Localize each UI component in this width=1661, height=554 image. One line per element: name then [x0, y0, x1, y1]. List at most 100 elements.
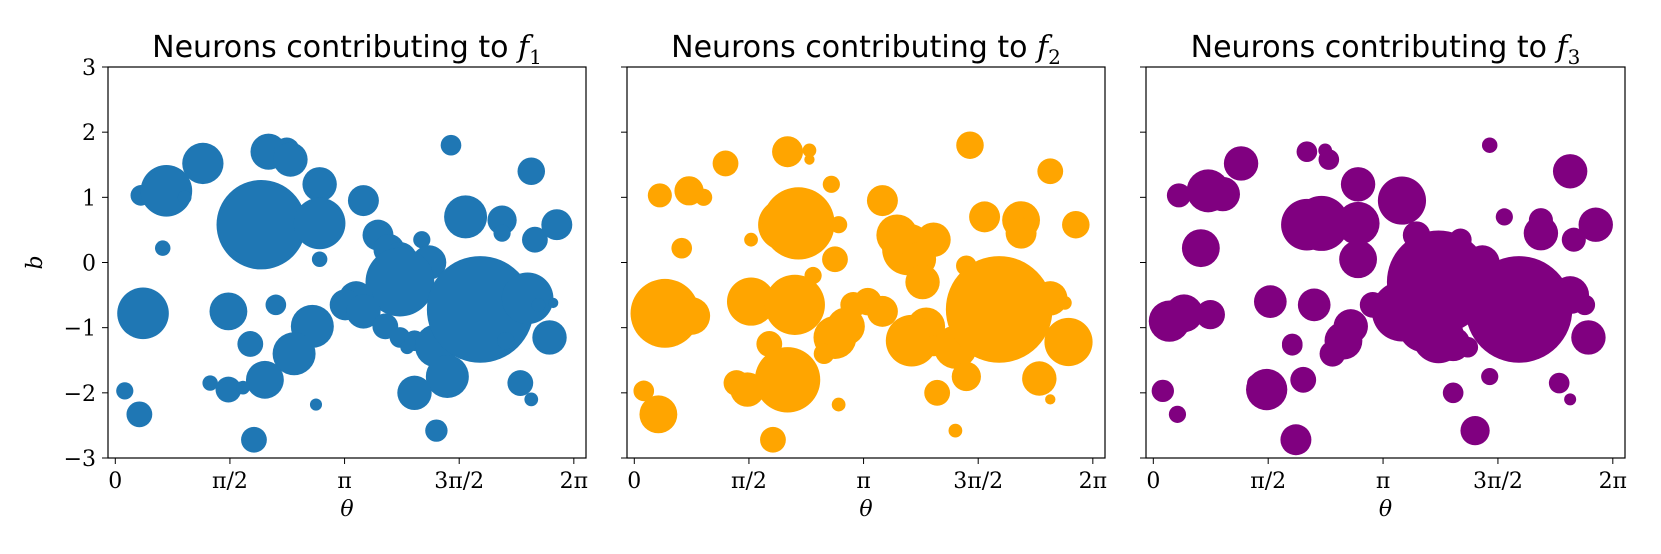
- scatter-point: [293, 197, 346, 250]
- scatter-point: [154, 240, 171, 256]
- scatter-point: [672, 297, 711, 335]
- scatter-point: [1293, 195, 1350, 251]
- x-tick-label: π/2: [212, 469, 248, 494]
- scatter-point: [1290, 366, 1317, 393]
- scatter-point: [639, 395, 678, 434]
- x-tick-label: 3π/2: [434, 469, 484, 494]
- scatter-point: [762, 187, 835, 260]
- x-tick-label: 3π/2: [1473, 469, 1523, 494]
- scatter-point: [1578, 207, 1613, 242]
- scatter-point: [182, 142, 224, 185]
- scatter-point: [1005, 217, 1037, 249]
- scatter-point: [1318, 149, 1340, 170]
- y-tick-label: 3: [82, 56, 96, 81]
- scatter-point: [1166, 183, 1191, 208]
- plot-frame: [626, 66, 1106, 459]
- scatter-point: [444, 195, 488, 239]
- scatter-point: [265, 294, 287, 316]
- scatter-point: [497, 332, 515, 350]
- chart-title: Neurons contributing to f2: [671, 30, 1061, 69]
- x-axis-label: θ: [1379, 497, 1392, 522]
- scatter-point: [822, 246, 848, 273]
- scatter-point: [1281, 334, 1303, 356]
- x-tick-label: 2π: [1599, 469, 1627, 494]
- scatter-point: [804, 266, 822, 285]
- scatter-point: [309, 398, 323, 411]
- scatter-point: [1280, 424, 1312, 456]
- x-tick-label: π/2: [1250, 469, 1286, 494]
- scatter-point: [126, 401, 153, 428]
- scatter-point: [311, 251, 328, 267]
- scatter-point: [1548, 372, 1570, 394]
- scatter-point: [1044, 317, 1093, 367]
- x-tick-label: 0: [1146, 469, 1160, 494]
- scatter-point: [1523, 215, 1559, 251]
- x-tick-label: 0: [627, 469, 641, 494]
- scatter-point: [237, 331, 264, 357]
- chart-title: Neurons contributing to f1: [152, 30, 542, 69]
- x-tick-label: π: [337, 469, 351, 494]
- scatter-point: [397, 375, 432, 411]
- scatter-point: [866, 295, 898, 327]
- scatter-point: [517, 157, 546, 186]
- scatter-point: [1022, 361, 1057, 396]
- x-tick-label: π/2: [731, 469, 767, 494]
- scatter-point: [1564, 393, 1577, 406]
- scatter-points: [1148, 137, 1613, 456]
- scatter-point: [531, 297, 546, 312]
- scatter-point: [1033, 281, 1068, 316]
- scatter-point: [671, 237, 693, 259]
- scatter-point: [507, 370, 534, 396]
- x-tick-label: 3π/2: [953, 469, 1003, 494]
- scatter-point: [202, 375, 218, 391]
- scatter-point: [905, 264, 940, 300]
- x-tick-label: 0: [108, 469, 122, 494]
- scatter-point: [1465, 256, 1573, 363]
- scatter-point: [802, 143, 817, 158]
- scatter-point: [524, 392, 539, 407]
- scatter-point: [1340, 167, 1376, 202]
- scatter-point: [730, 372, 765, 407]
- scatter-point: [969, 201, 1001, 233]
- scatter-point: [245, 360, 284, 399]
- scatter-point: [413, 231, 431, 249]
- scatter-point: [647, 183, 672, 208]
- scatter-point: [726, 277, 776, 326]
- scatter-points: [116, 133, 573, 453]
- scatter-point: [215, 376, 242, 403]
- scatter-point: [365, 247, 435, 317]
- scatter-point: [532, 320, 567, 355]
- scatter-point: [425, 355, 469, 399]
- scatter-point: [216, 179, 306, 270]
- plot-frame: [107, 66, 587, 459]
- scatter-point: [1339, 240, 1377, 279]
- scatter-point: [1377, 176, 1427, 225]
- scatter-point: [501, 272, 554, 325]
- scatter-point: [956, 131, 984, 159]
- scatter-point: [1168, 405, 1187, 423]
- scatter-point: [1062, 210, 1090, 239]
- scatter-point: [236, 380, 250, 395]
- scatter-point: [1297, 288, 1331, 322]
- scatter-point: [440, 134, 462, 156]
- scatter-point: [1319, 340, 1346, 367]
- scatter-point: [885, 314, 938, 367]
- scatter-point: [1205, 176, 1240, 212]
- x-axis-label: θ: [859, 497, 872, 522]
- scatter-point: [1195, 300, 1225, 330]
- scatter-point: [1380, 291, 1402, 312]
- panel-f3: 0 π/2 π 3π/2 2π θ Neurons contributing to f3: [1140, 30, 1627, 522]
- x-tick-label: π: [1376, 469, 1390, 494]
- scatter-point: [831, 397, 846, 412]
- y-tick-label: 2: [82, 121, 96, 146]
- scatter-point: [1336, 201, 1380, 245]
- scatter-point: [924, 379, 951, 406]
- scatter-point: [1181, 229, 1220, 268]
- scatter-point: [116, 382, 134, 400]
- scatter-point: [1571, 320, 1606, 355]
- scatter-point: [945, 256, 1053, 363]
- x-tick-label: 2π: [1079, 469, 1107, 494]
- x-tick-label: π: [856, 469, 870, 494]
- scatter-point: [272, 332, 316, 376]
